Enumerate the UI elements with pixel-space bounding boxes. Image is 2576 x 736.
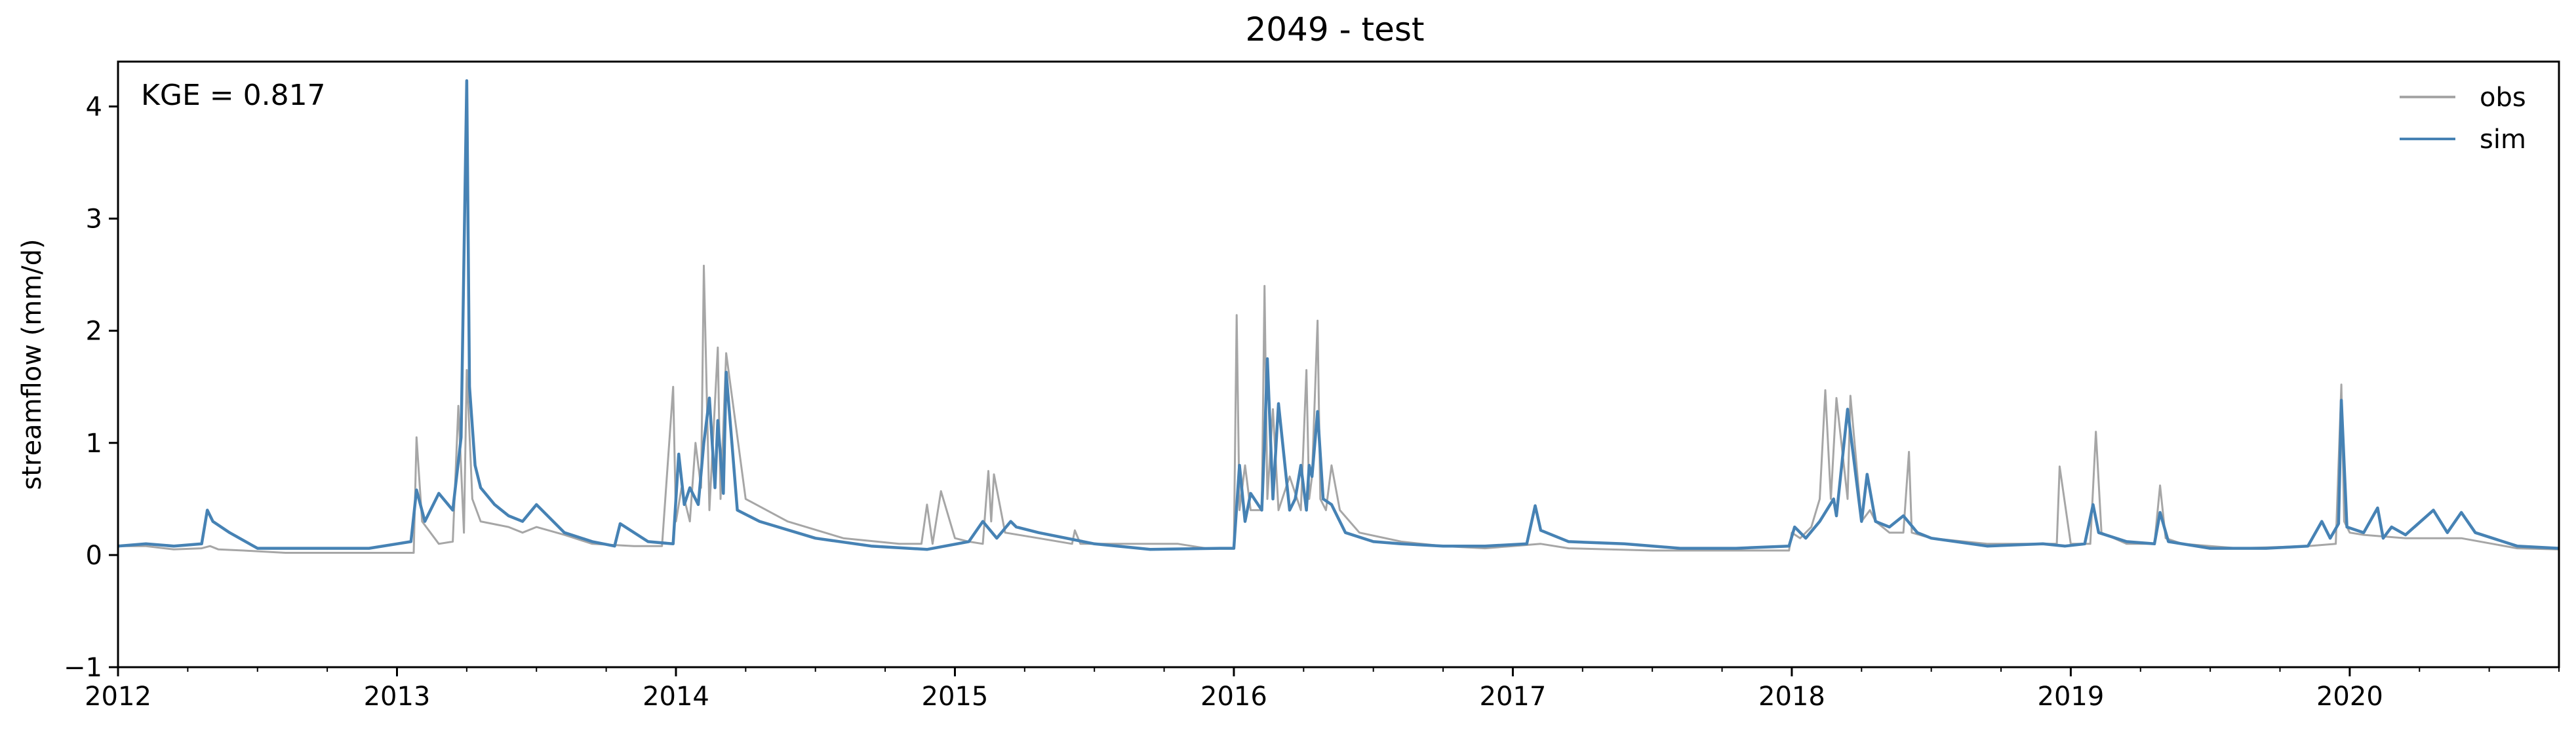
series-line-sim	[118, 79, 2559, 551]
x-tick-label-2018: 2018	[1758, 682, 1825, 712]
legend-label-sim: sim	[2480, 125, 2526, 155]
series-line-obs	[118, 264, 2559, 554]
y-tick-label-1: 1	[86, 429, 102, 459]
y-axis-label: streamflow (mm/d)	[17, 239, 47, 490]
x-tick-label-2014: 2014	[643, 682, 709, 712]
kge-annotation: KGE = 0.817	[141, 79, 326, 112]
y-tick-label-2: 2	[86, 317, 102, 347]
legend-label-obs: obs	[2480, 83, 2526, 113]
chart-title: 2049 - test	[1245, 10, 1424, 48]
x-tick-label-2015: 2015	[922, 682, 989, 712]
x-tick-label-2012: 2012	[85, 682, 151, 712]
x-tick-label-2013: 2013	[364, 682, 431, 712]
x-tick-label-2020: 2020	[2316, 682, 2383, 712]
y-tick-label-3: 3	[86, 204, 102, 235]
x-tick-label-2019: 2019	[2038, 682, 2105, 712]
plot-area	[118, 79, 2559, 554]
y-tick-label-4: 4	[86, 92, 102, 122]
axes-frame	[117, 60, 2560, 668]
y-tick-label--1: −1	[64, 653, 102, 683]
legend: obs sim	[2400, 83, 2526, 155]
x-tick-label-2016: 2016	[1200, 682, 1267, 712]
x-tick-label-2017: 2017	[1480, 682, 1547, 712]
y-tick-label-0: 0	[86, 541, 102, 571]
